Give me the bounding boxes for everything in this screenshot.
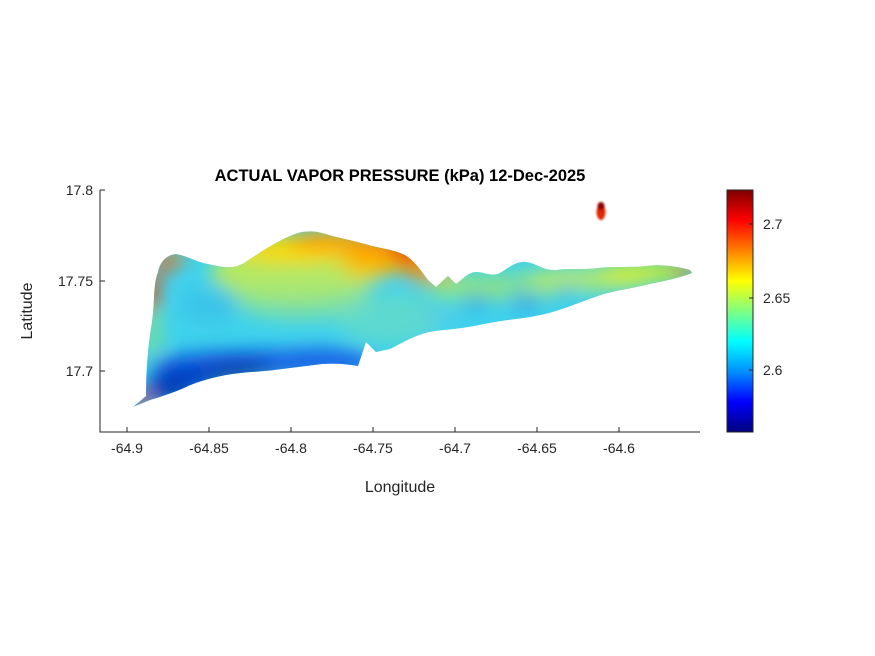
x-tick-label: -64.85 <box>189 440 229 456</box>
x-tick-labels: -64.9 -64.85 -64.8 -64.75 -64.7 -64.65 -… <box>111 440 635 456</box>
y-tick-label: 17.75 <box>58 273 93 289</box>
colorbar-gradient <box>726 189 754 433</box>
colorbar: 2.7 2.65 2.6 <box>726 189 790 433</box>
y-axis-ticks <box>100 189 105 372</box>
y-tick-label: 17.7 <box>66 363 93 379</box>
x-tick-label: -64.6 <box>603 440 635 456</box>
axes <box>99 189 700 433</box>
x-axis-label: Longitude <box>365 479 435 496</box>
y-tick-label: 17.8 <box>66 182 93 198</box>
x-tick-label: -64.9 <box>111 440 143 456</box>
chart-title: ACTUAL VAPOR PRESSURE (kPa) 12-Dec-2025 <box>215 167 586 185</box>
x-tick-label: -64.75 <box>353 440 393 456</box>
x-axis-ticks <box>126 427 620 432</box>
x-tick-label: -64.7 <box>439 440 471 456</box>
axis-spines <box>99 190 700 433</box>
colorbar-tick-label: 2.65 <box>763 290 790 306</box>
y-axis-label: Latitude <box>19 282 36 339</box>
y-tick-labels: 17.8 17.75 17.7 <box>58 182 93 379</box>
isolated-hot-spot <box>596 202 606 220</box>
colorbar-tick-label: 2.6 <box>763 362 783 378</box>
x-tick-label: -64.8 <box>275 440 307 456</box>
colorbar-ticks <box>749 223 753 371</box>
x-tick-label: -64.65 <box>517 440 557 456</box>
colorbar-tick-label: 2.7 <box>763 216 783 232</box>
